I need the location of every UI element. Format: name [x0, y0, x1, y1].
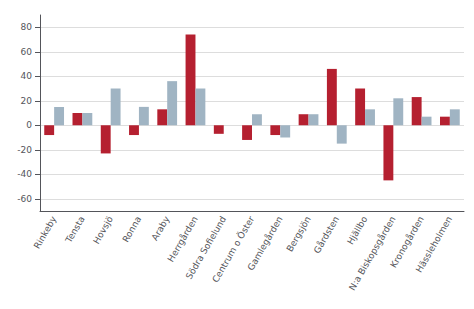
svg-text:60: 60: [21, 47, 33, 57]
svg-text:-20: -20: [17, 145, 32, 155]
svg-text:40: 40: [21, 71, 33, 81]
svg-text:Hässleholmen: Hässleholmen: [414, 214, 454, 274]
svg-text:Gårdsten: Gårdsten: [312, 214, 341, 255]
svg-text:80: 80: [21, 22, 33, 32]
svg-text:0: 0: [26, 120, 32, 130]
svg-text:Södra Sofielund: Södra Sofielund: [183, 214, 229, 281]
svg-text:20: 20: [21, 96, 33, 106]
svg-text:Hjällbo: Hjällbo: [345, 214, 369, 246]
svg-text:Hovsjö: Hovsjö: [91, 214, 115, 245]
svg-text:N:a Biskopsgården: N:a Biskopsgården: [347, 214, 398, 292]
svg-text:Kronogården: Kronogården: [388, 214, 426, 270]
svg-text:-60: -60: [17, 194, 32, 204]
svg-text:Rinkeby: Rinkeby: [32, 214, 59, 251]
svg-text:Herrgården: Herrgården: [165, 214, 200, 264]
svg-text:Centrum o Öster: Centrum o Öster: [210, 214, 256, 284]
svg-text:Tensta: Tensta: [63, 214, 87, 245]
svg-text:Gamlegården: Gamlegården: [245, 214, 284, 272]
svg-text:Araby: Araby: [150, 214, 172, 242]
svg-text:Bergsjön: Bergsjön: [285, 214, 313, 253]
svg-text:Ronna: Ronna: [120, 214, 143, 243]
svg-text:-40: -40: [17, 169, 32, 179]
